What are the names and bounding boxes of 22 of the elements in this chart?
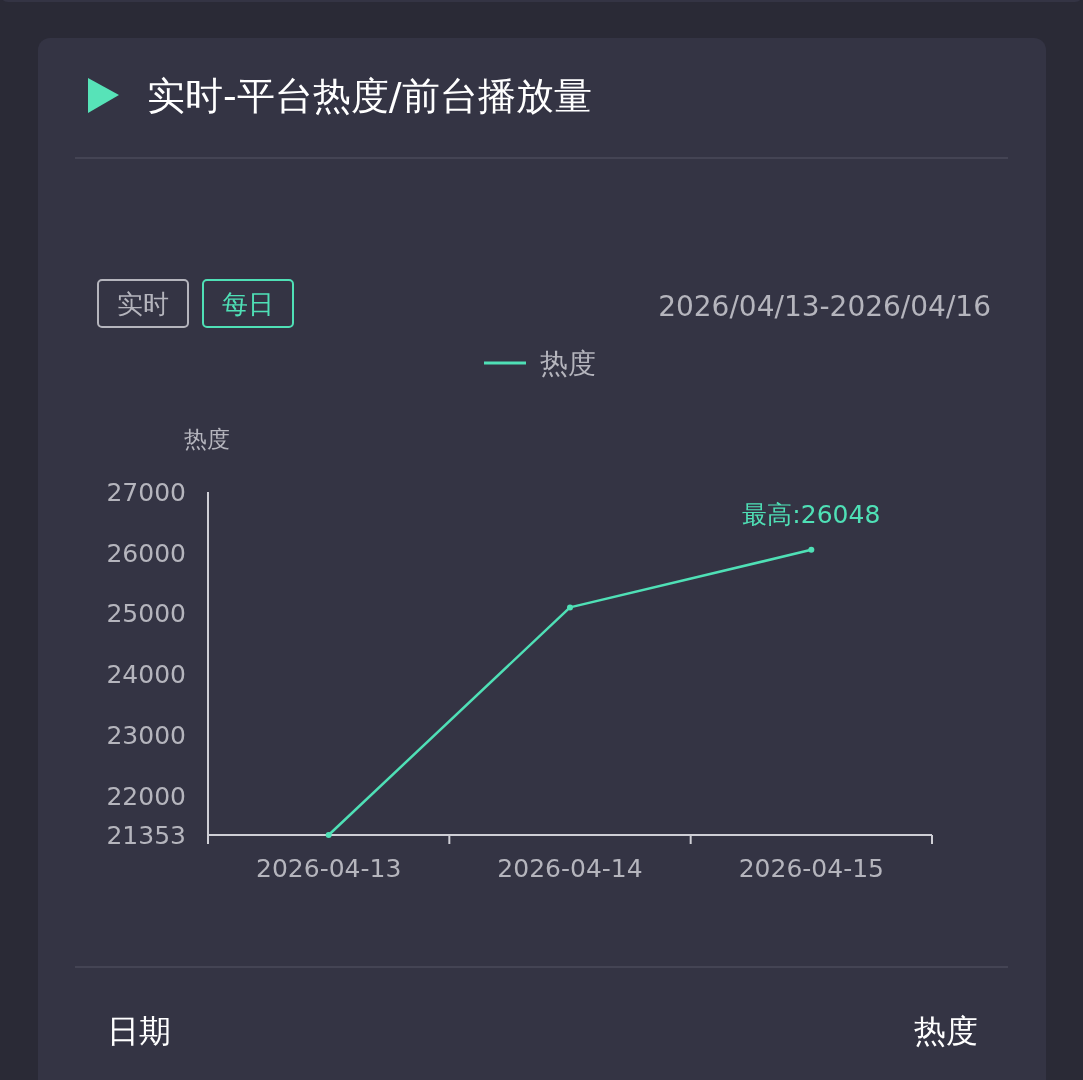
y-tick-label: 22000 — [106, 781, 186, 811]
legend-label: 热度 — [540, 347, 596, 380]
point — [567, 604, 573, 611]
text: 每日 — [222, 288, 274, 319]
x-tick-label: 2026-04-15 — [738, 854, 884, 883]
y-tick-label: 21353 — [106, 821, 186, 850]
x-tick-label: 2026-04-14 — [497, 854, 643, 883]
y-tick-label: 25000 — [106, 599, 186, 629]
y-axis-title: 热度 — [184, 426, 230, 452]
text: 热度 — [914, 1012, 978, 1050]
chart-title: 实时-平台热度/前台播放量 — [147, 74, 592, 118]
x-tick-label: 2026-04-13 — [256, 854, 402, 883]
point — [325, 832, 332, 838]
text: 2026/04/13-2026/04/16 — [658, 290, 991, 323]
text: 实时 — [117, 288, 169, 319]
y-tick-label: 27000 — [106, 478, 186, 507]
y-tick-label: 23000 — [106, 720, 186, 750]
point — [808, 546, 815, 553]
y-tick-label: 26000 — [106, 538, 186, 568]
text: 日期 — [107, 1012, 171, 1050]
y-tick-label: 24000 — [106, 660, 186, 690]
annotation: 最高:26048 — [742, 499, 881, 529]
